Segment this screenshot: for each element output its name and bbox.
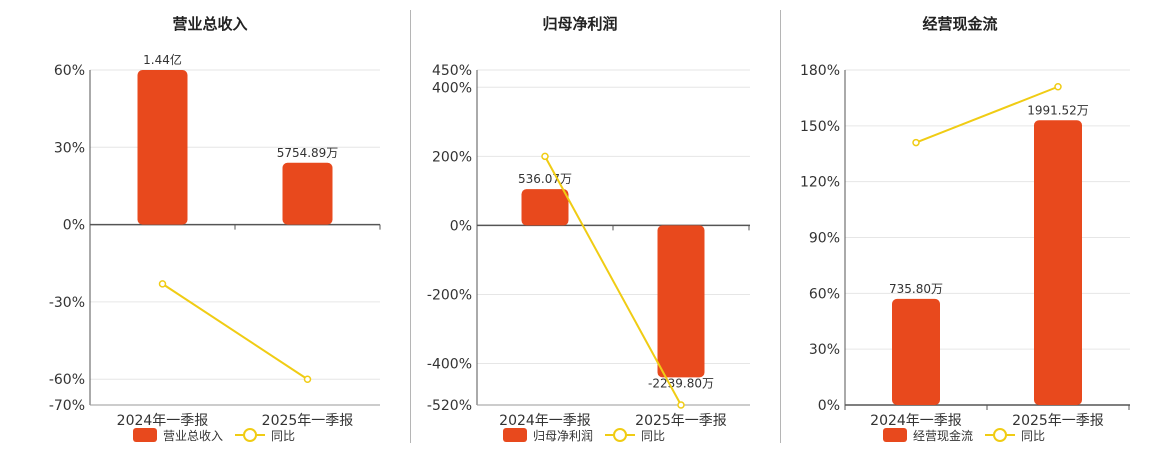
yoy-line [915, 85, 1059, 144]
y-tick-label: -60% [49, 372, 85, 388]
x-tick-label: 2024年一季报 [117, 413, 209, 429]
y-tick-label: 120% [800, 175, 840, 191]
y-tick-label: -30% [49, 295, 85, 311]
y-tick-label: 400% [432, 80, 472, 96]
yoy-point [158, 280, 167, 288]
bar [137, 70, 188, 225]
legend-label: 营业总收入 [163, 429, 223, 443]
y-tick-label: 90% [809, 231, 840, 247]
yoy-point [1054, 83, 1062, 91]
y-tick-label: 0% [63, 218, 85, 234]
legend-label: 归母净利润 [533, 429, 593, 443]
chart-title: 经营现金流 [922, 15, 997, 33]
data-label: 1.44亿 [143, 52, 182, 67]
panel-divider [410, 10, 411, 443]
x-tick-label: 2024年一季报 [870, 413, 962, 429]
legend-bar-swatch [503, 428, 527, 442]
y-tick-label: 0% [450, 218, 472, 234]
panel-divider [780, 10, 781, 443]
y-tick-label: 60% [54, 63, 85, 79]
data-label: 1991.52万 [1027, 103, 1089, 117]
yoy-point [677, 401, 685, 409]
yoy-point [912, 138, 920, 147]
y-tick-label: -520% [427, 398, 472, 414]
y-tick-label: 450% [432, 63, 472, 79]
legend-label: 同比 [641, 429, 665, 443]
bar [657, 225, 705, 378]
y-tick-label: 30% [54, 140, 85, 156]
bar [282, 162, 333, 225]
y-tick-label: 200% [432, 149, 472, 165]
data-label: -2239.80万 [648, 376, 714, 390]
y-tick-label: -200% [427, 287, 472, 303]
y-tick-label: 150% [800, 119, 840, 135]
y-tick-label: 0% [818, 398, 840, 414]
legend-label: 同比 [1021, 429, 1045, 443]
y-tick-label: -70% [49, 398, 85, 414]
y-tick-label: 180% [800, 63, 840, 79]
y-tick-label: -400% [427, 357, 472, 373]
y-tick-label: 60% [809, 286, 840, 302]
legend-bar-swatch [883, 428, 907, 442]
yoy-point [541, 152, 549, 161]
legend-line-marker [243, 428, 257, 442]
x-tick-label: 2025年一季报 [262, 413, 354, 429]
bar [521, 189, 569, 226]
bar [892, 298, 940, 405]
y-tick-label: 30% [809, 342, 840, 358]
data-label: 536.07万 [518, 172, 572, 186]
yoy-line [161, 283, 309, 381]
legend-line-marker [993, 428, 1007, 442]
x-tick-label: 2025年一季报 [635, 413, 727, 429]
legend-line-marker [613, 428, 627, 442]
legend-bar-swatch [133, 428, 157, 442]
chart-title: 归母净利润 [542, 15, 617, 33]
yoy-point [303, 375, 312, 383]
chart-title: 营业总收入 [172, 15, 247, 33]
legend-label: 同比 [271, 429, 295, 443]
data-label: 5754.89万 [277, 146, 339, 160]
bar [1034, 120, 1082, 405]
x-tick-label: 2025年一季报 [1012, 413, 1104, 429]
legend-label: 经营现金流 [913, 428, 973, 443]
yoy-line [544, 155, 682, 406]
x-tick-label: 2024年一季报 [499, 413, 591, 429]
data-label: 735.80万 [889, 282, 943, 296]
